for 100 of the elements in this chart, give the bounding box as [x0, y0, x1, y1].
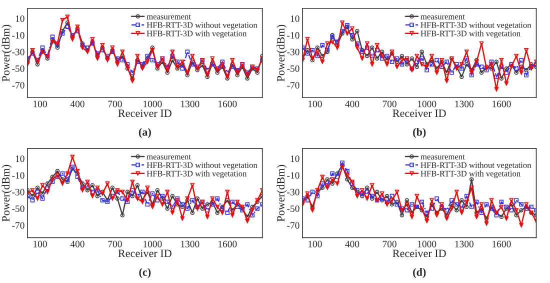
point: [404, 208, 410, 212]
point: [414, 64, 420, 69]
point: [410, 56, 414, 61]
point: [360, 56, 364, 61]
x-tick-label: 1000: [144, 100, 162, 108]
point: [95, 194, 100, 198]
point: [340, 160, 344, 165]
point: [494, 87, 499, 92]
point: [519, 202, 524, 207]
y-tick-label: -50: [12, 65, 24, 72]
point: [454, 62, 459, 66]
point: [414, 54, 420, 58]
point: [394, 200, 400, 204]
point: [65, 24, 70, 29]
point: [95, 186, 100, 190]
point: [404, 198, 410, 202]
point: [85, 45, 90, 50]
point: [374, 56, 380, 61]
point: [464, 200, 469, 204]
point: [345, 31, 350, 36]
point: [225, 210, 230, 215]
point: [60, 18, 65, 22]
point: [80, 45, 85, 50]
point: [110, 45, 115, 50]
point: [355, 194, 360, 198]
x-tick-label: 100: [34, 240, 47, 248]
point: [75, 168, 80, 174]
point: [90, 37, 95, 42]
x-tick-label: 700: [382, 100, 396, 108]
point: [404, 62, 410, 66]
point: [165, 190, 170, 194]
point: [380, 191, 384, 196]
legend-label: HFB-RTT-3D without vegetation: [146, 22, 258, 30]
x-tick-label: 700: [382, 240, 396, 248]
point: [450, 206, 454, 211]
point: [50, 40, 55, 44]
point: [110, 186, 115, 190]
point: [140, 190, 145, 194]
point: [519, 70, 524, 75]
point: [394, 190, 400, 194]
point: [40, 191, 45, 196]
point: [305, 48, 310, 52]
point: [325, 186, 330, 190]
point: [519, 208, 524, 212]
point: [380, 54, 384, 58]
point: [35, 196, 40, 201]
point: [65, 177, 70, 182]
point: [220, 60, 225, 64]
point: [150, 45, 155, 50]
text: (d): [413, 268, 426, 278]
point: [245, 76, 250, 81]
point: [370, 183, 374, 188]
point: [394, 56, 400, 61]
text: (a): [138, 128, 151, 138]
point: [479, 70, 484, 75]
point: [125, 190, 130, 194]
point: [75, 174, 80, 180]
point: [185, 72, 190, 78]
point: [469, 70, 474, 75]
point: [65, 180, 70, 184]
point: [459, 210, 464, 215]
point: [195, 196, 200, 201]
y-tick-label: 10: [16, 155, 24, 162]
point: [444, 216, 449, 221]
point: [235, 200, 240, 204]
point: [60, 171, 65, 176]
legend-label: HFB-RTT-3D without vegetation: [420, 162, 532, 170]
point: [380, 56, 384, 61]
point: [514, 70, 519, 75]
x-tick-label: 1600: [218, 100, 237, 108]
point: [215, 204, 220, 210]
text: (c): [139, 268, 151, 278]
y-tick-label: -30: [287, 188, 300, 196]
point: [479, 64, 484, 69]
point: [60, 177, 65, 182]
point: [205, 202, 210, 207]
point: [474, 200, 479, 204]
point: [50, 34, 55, 39]
y-tick-label: -70: [12, 82, 24, 89]
point: [414, 60, 420, 64]
point: [440, 202, 444, 207]
point: [245, 202, 250, 207]
point: [484, 202, 489, 207]
point: [430, 54, 434, 58]
point: [185, 206, 190, 211]
point: [450, 70, 454, 75]
point: [464, 62, 469, 66]
point: [384, 54, 390, 58]
y-axis-title: Power(dBm): [276, 24, 287, 82]
x-tick-label: 1000: [144, 240, 162, 248]
point: [504, 216, 509, 221]
x-tick-label: 100: [34, 100, 47, 108]
point: [120, 58, 125, 62]
y-axis-title: Power(dBm): [2, 164, 12, 222]
point: [210, 196, 215, 201]
y-axis-title: Power(dBm): [276, 164, 287, 222]
point: [215, 196, 220, 201]
point: [315, 194, 320, 198]
point: [170, 204, 175, 210]
y-axis-title: Power(dBm): [2, 24, 12, 82]
